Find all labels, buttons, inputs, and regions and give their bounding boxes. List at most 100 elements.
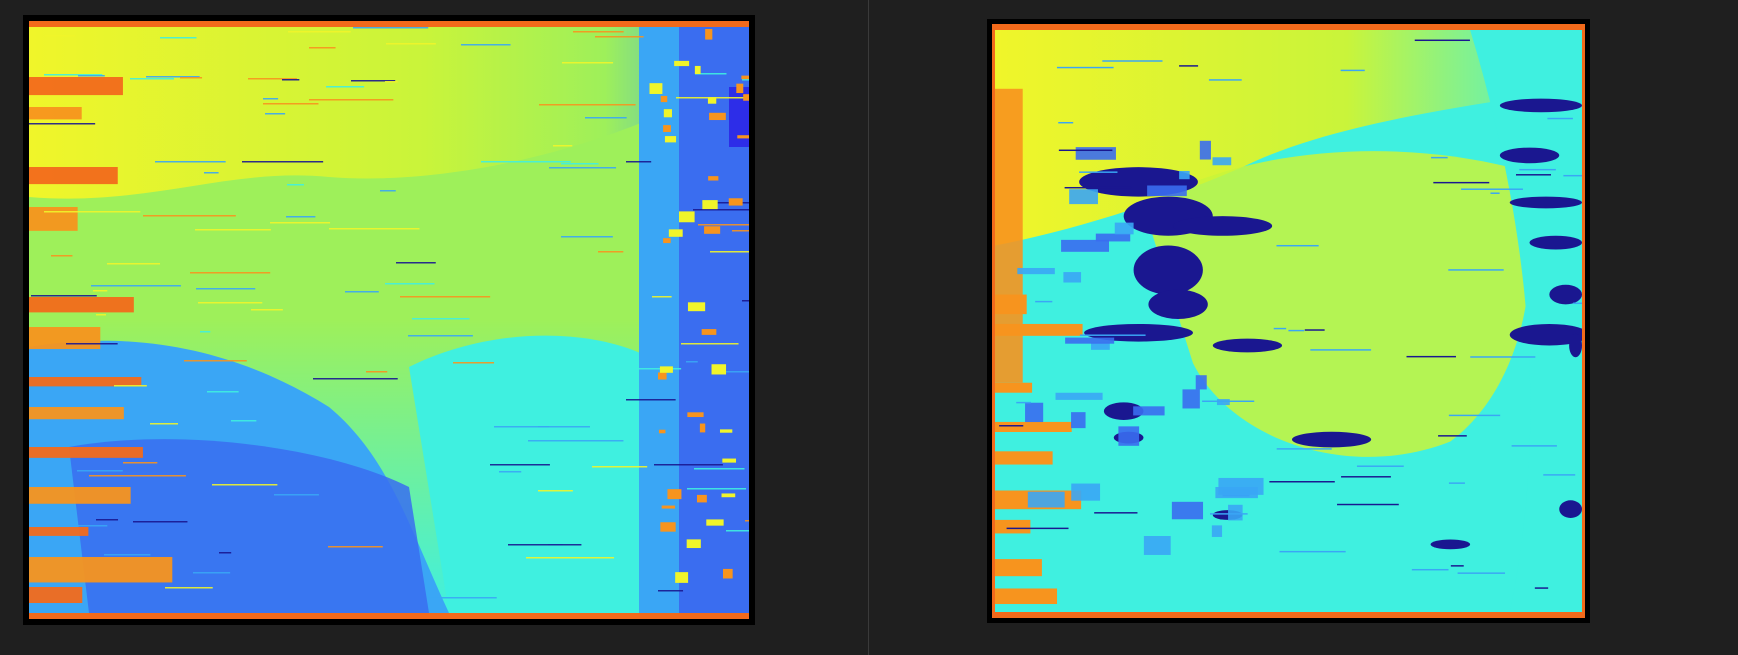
left-scanline — [44, 211, 141, 213]
right-scanline — [1461, 188, 1523, 190]
left-scanline — [351, 80, 396, 82]
left-scanline — [412, 318, 470, 320]
left-scanline — [195, 229, 271, 231]
right-blue-patch — [1114, 222, 1134, 235]
right-scanline — [1470, 356, 1536, 358]
left-fleck — [699, 423, 706, 433]
left-scanline — [263, 98, 279, 100]
left-cyan-region — [409, 335, 669, 613]
right-navy-blob — [1291, 431, 1372, 448]
right-blue-patch — [1133, 406, 1165, 416]
left-fleck — [686, 539, 701, 549]
left-scanline — [91, 285, 181, 287]
left-scanline — [385, 283, 435, 285]
left-scanline — [428, 597, 497, 599]
right-orange-streak — [995, 588, 1058, 605]
left-scanline — [526, 557, 615, 559]
right-scanline — [1304, 329, 1325, 331]
left-scanline — [345, 291, 379, 293]
left-orange-streak — [29, 167, 118, 185]
left-scanline — [66, 343, 118, 345]
left-scanline — [288, 31, 351, 33]
right-blue-patch — [1179, 170, 1190, 180]
right-navy-blob — [1559, 500, 1582, 518]
right-scanline — [1411, 568, 1449, 571]
left-scanline — [286, 216, 316, 218]
left-scanline — [155, 161, 226, 163]
right-blue-patch — [1095, 233, 1131, 242]
left-scanline — [329, 228, 420, 230]
left-fleck — [687, 412, 704, 418]
left-scanline — [681, 343, 739, 345]
right-scanline — [1079, 171, 1118, 173]
left-scanline — [585, 117, 627, 119]
left-orange-streak — [29, 207, 78, 231]
left-scanline — [150, 423, 179, 425]
right-orange-streak — [995, 421, 1072, 433]
right-navy-blob — [1499, 147, 1560, 164]
right-orange-streak — [995, 382, 1033, 393]
left-scanline — [74, 387, 141, 389]
right-scanline — [1340, 69, 1365, 72]
left-scanline — [96, 519, 119, 521]
left-orange-streak — [29, 327, 101, 350]
left-scanline — [531, 441, 601, 443]
right-navy-blob — [1529, 235, 1582, 250]
left-scanline — [654, 464, 723, 466]
left-fleck — [709, 112, 726, 121]
left-scanline — [553, 145, 573, 147]
right-scanline — [1450, 565, 1464, 567]
left-fleck — [667, 489, 682, 500]
right-scanline — [1058, 149, 1113, 152]
left-scanline — [710, 251, 749, 253]
right-navy-blob — [1549, 284, 1582, 305]
left-depth-map[interactable] — [29, 21, 749, 619]
right-scanline — [1202, 400, 1255, 403]
left-fleck — [737, 135, 749, 139]
right-navy-blob — [1133, 245, 1203, 295]
right-scanline — [999, 425, 1024, 427]
left-edge-block — [729, 87, 749, 147]
right-blue-patch — [1212, 157, 1232, 166]
left-scanline — [123, 462, 158, 464]
left-scanline — [274, 494, 319, 496]
right-scanline — [1208, 79, 1242, 81]
left-scanline — [508, 544, 582, 546]
left-fleck — [722, 458, 737, 463]
left-scanline — [242, 161, 324, 163]
right-blue-patch — [1216, 399, 1230, 406]
left-scanline — [328, 546, 383, 548]
right-scanline — [1337, 503, 1399, 506]
right-navy-blob — [1509, 323, 1582, 346]
left-fleck — [658, 429, 666, 434]
right-depth-map[interactable] — [992, 24, 1585, 618]
right-orange-left — [995, 88, 1023, 383]
left-scanline — [517, 558, 569, 560]
left-scanline — [626, 161, 652, 163]
pane-divider[interactable] — [868, 0, 869, 655]
left-fleck — [658, 372, 667, 380]
left-orange-streak — [29, 447, 143, 458]
right-scanline — [1056, 66, 1114, 69]
left-scanline — [598, 251, 624, 253]
right-depth-map-image — [995, 30, 1582, 612]
right-blue-patch — [1069, 189, 1098, 205]
right-blue-patch — [1218, 477, 1264, 495]
left-scanline — [481, 161, 571, 163]
left-scanline — [366, 371, 388, 373]
left-scanline — [107, 263, 161, 265]
left-fleck — [687, 302, 706, 312]
left-scanline — [408, 335, 473, 337]
right-scanline — [1102, 60, 1163, 62]
right-scanline — [1448, 414, 1501, 417]
left-scanline — [353, 27, 429, 29]
right-blue-patch — [1182, 389, 1200, 409]
right-blue-patch — [1091, 342, 1110, 350]
left-fleck — [649, 83, 663, 94]
left-scanline — [559, 428, 594, 430]
right-scanline — [1179, 65, 1199, 67]
left-scanline — [726, 530, 749, 532]
right-scanline — [1534, 587, 1549, 589]
right-scanline — [1511, 445, 1557, 447]
